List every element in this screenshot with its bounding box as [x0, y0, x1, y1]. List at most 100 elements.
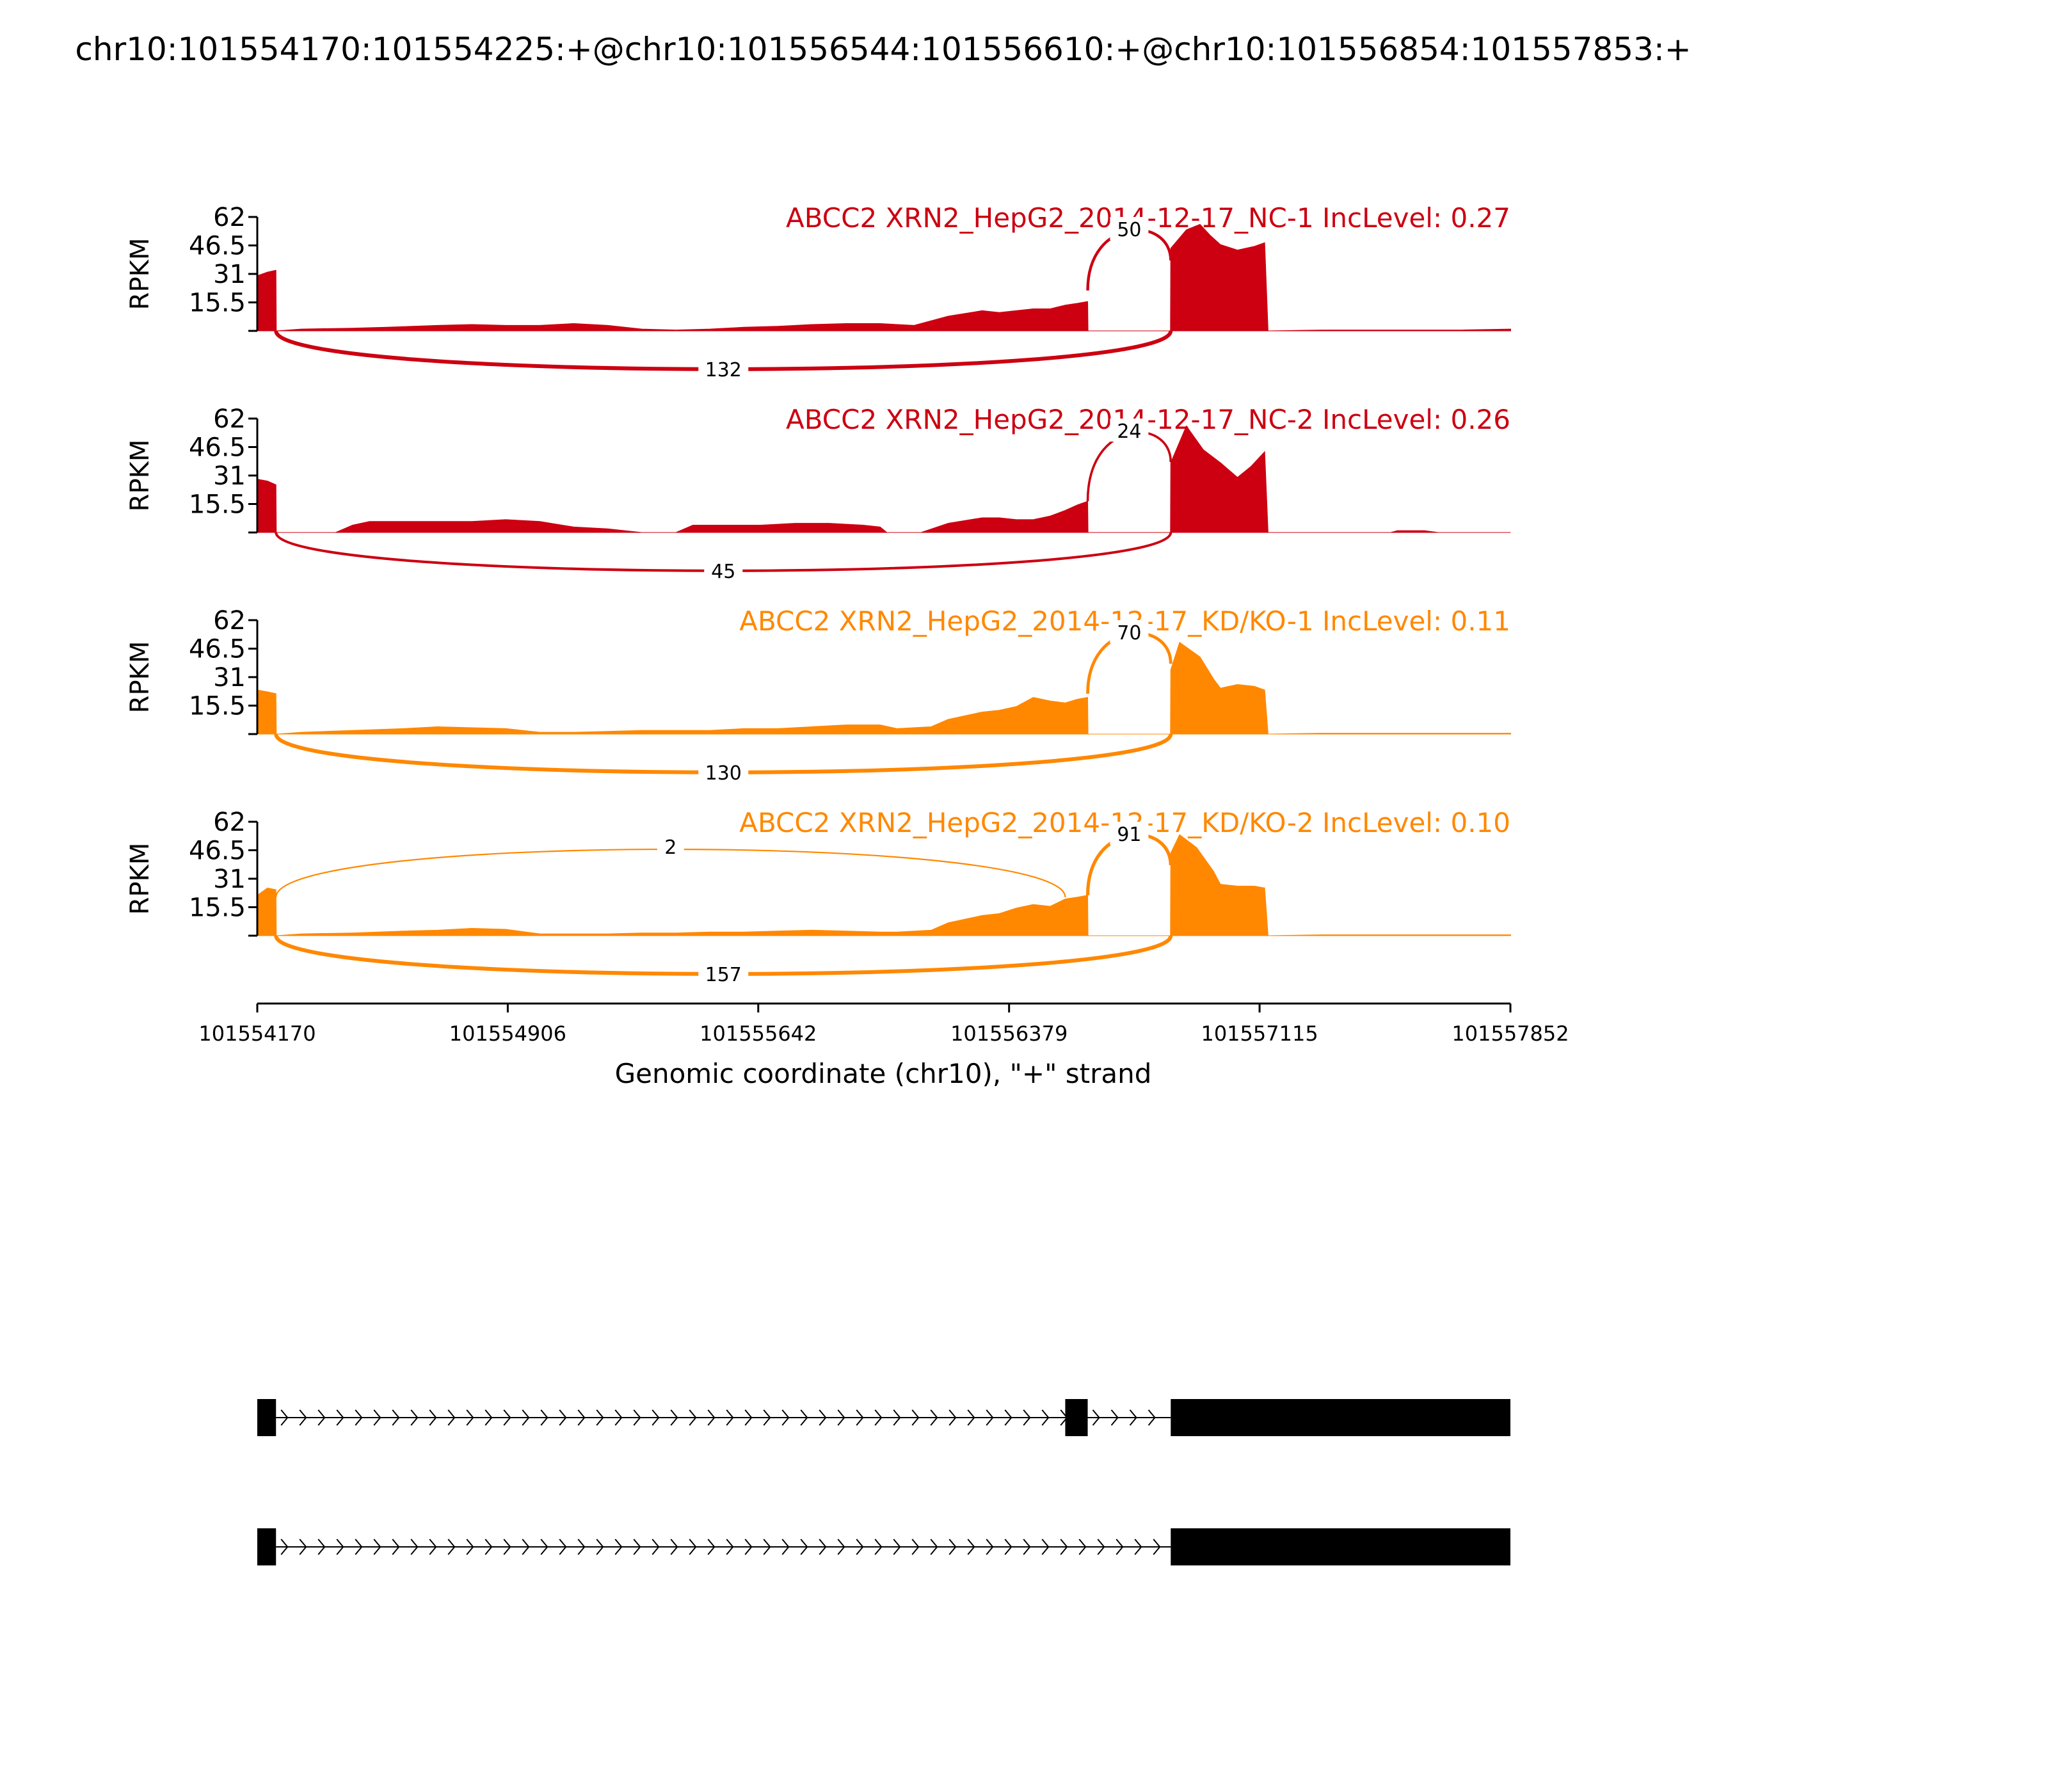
strand-arrow [986, 1539, 994, 1555]
strand-arrow [781, 1539, 790, 1555]
y-tick-label: 31 [213, 663, 246, 692]
strand-arrow [522, 1539, 530, 1555]
strand-arrow [800, 1539, 808, 1555]
strand-arrow [540, 1539, 548, 1555]
exon-block [1171, 1399, 1510, 1436]
strand-arrow [392, 1409, 400, 1426]
junction-label-bg [1110, 620, 1149, 643]
x-tick-label: 101557115 [1201, 1021, 1318, 1046]
strand-arrow [317, 1409, 326, 1426]
strand-arrow [596, 1539, 604, 1555]
strand-arrow [392, 1539, 400, 1555]
strand-arrow [614, 1539, 623, 1555]
transcript-skipping [257, 1528, 1510, 1565]
strand-arrow [577, 1539, 586, 1555]
strand-arrow [410, 1539, 419, 1555]
strand-arrow [744, 1409, 753, 1426]
strand-arrow [1060, 1539, 1068, 1555]
y-tick-label: 46.5 [189, 836, 246, 866]
junction-label-bg [698, 760, 749, 783]
strand-arrow [1092, 1409, 1100, 1426]
strand-arrow [837, 1409, 845, 1426]
junction-label: 157 [705, 964, 742, 986]
strand-arrow [707, 1539, 716, 1555]
strand-arrow [1004, 1409, 1012, 1426]
strand-arrow [429, 1409, 437, 1426]
strand-arrow [429, 1539, 437, 1555]
y-axis-label: RPKM [125, 238, 155, 310]
y-axis-label: RPKM [125, 641, 155, 714]
junction-label-bg [698, 357, 749, 380]
junction-label: 2 [664, 836, 676, 859]
strand-arrow [893, 1409, 901, 1426]
junction-label: 70 [1117, 622, 1141, 644]
strand-arrow [726, 1539, 734, 1555]
strand-arrow [707, 1409, 716, 1426]
strand-arrow [447, 1409, 456, 1426]
strand-arrow [317, 1539, 326, 1555]
strand-arrow [373, 1539, 381, 1555]
strand-arrow [355, 1539, 363, 1555]
y-tick-label: 31 [213, 260, 246, 289]
strand-arrow [819, 1409, 827, 1426]
strand-arrow [1110, 1409, 1119, 1426]
strand-arrow [614, 1409, 623, 1426]
junction-label: 130 [705, 762, 742, 785]
x-tick-label: 101557852 [1452, 1021, 1569, 1046]
strand-arrow [986, 1409, 994, 1426]
strand-arrow [1134, 1539, 1142, 1555]
strand-arrow [893, 1539, 901, 1555]
strand-arrow [559, 1539, 567, 1555]
y-tick-label: 31 [213, 461, 246, 491]
junction-label-bg [1110, 822, 1149, 845]
x-tick-label: 101555642 [700, 1021, 817, 1046]
coverage-area [257, 425, 1511, 533]
exon-block [257, 1528, 276, 1565]
exon-block [1171, 1528, 1510, 1565]
plot-title: chr10:101554170:101554225:+@chr10:101556… [75, 31, 1691, 68]
exon-block [1065, 1399, 1088, 1436]
strand-arrow [1041, 1539, 1050, 1555]
junction-label-bg [698, 962, 749, 985]
strand-arrow [447, 1539, 456, 1555]
strand-arrow [503, 1409, 511, 1426]
strand-arrow [280, 1409, 289, 1426]
strand-arrow [763, 1539, 771, 1555]
strand-arrow [373, 1409, 381, 1426]
junction-label-bg [704, 559, 743, 582]
strand-arrow [466, 1539, 474, 1555]
strand-arrow [336, 1539, 344, 1555]
strand-arrow [355, 1409, 363, 1426]
coverage-area [257, 834, 1511, 936]
strand-arrow [280, 1539, 289, 1555]
x-tick-label: 101554170 [198, 1021, 316, 1046]
strand-arrow [874, 1409, 883, 1426]
strand-arrow [930, 1539, 938, 1555]
junction-label-bg [1110, 217, 1149, 240]
strand-arrow [336, 1409, 344, 1426]
strand-arrow [670, 1409, 678, 1426]
strand-arrow [689, 1409, 697, 1426]
junction-label: 24 [1117, 420, 1141, 443]
strand-arrow [1116, 1539, 1124, 1555]
y-tick-label: 62 [213, 404, 246, 434]
y-tick-label: 31 [213, 865, 246, 894]
strand-arrow [911, 1409, 920, 1426]
strand-arrow [781, 1409, 790, 1426]
strand-arrow [967, 1539, 975, 1555]
junction-label-bg [1110, 419, 1149, 442]
y-tick-label: 46.5 [189, 232, 246, 261]
strand-arrow [689, 1539, 697, 1555]
y-tick-label: 46.5 [189, 635, 246, 664]
strand-arrow [967, 1409, 975, 1426]
coverage-area [257, 641, 1511, 735]
strand-arrow [930, 1409, 938, 1426]
y-axis-label: RPKM [125, 440, 155, 512]
strand-arrow [299, 1539, 307, 1555]
strand-arrow [1148, 1409, 1156, 1426]
y-axis-label: RPKM [125, 843, 155, 915]
y-tick-label: 46.5 [189, 433, 246, 463]
